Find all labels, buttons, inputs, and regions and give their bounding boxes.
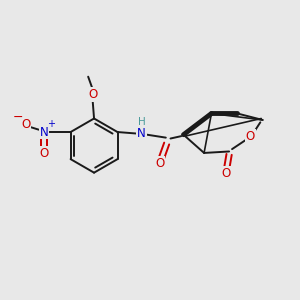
Text: O: O: [88, 88, 97, 101]
Text: N: N: [137, 127, 146, 140]
Text: methoxy: methoxy: [85, 73, 91, 74]
Text: O: O: [221, 167, 231, 180]
Text: N: N: [40, 125, 49, 139]
Text: H: H: [138, 117, 146, 127]
Text: O: O: [21, 118, 31, 131]
Text: −: −: [13, 111, 23, 124]
Text: O: O: [155, 157, 164, 170]
Text: O: O: [40, 147, 49, 160]
Text: O: O: [246, 130, 255, 143]
Text: +: +: [46, 119, 55, 129]
